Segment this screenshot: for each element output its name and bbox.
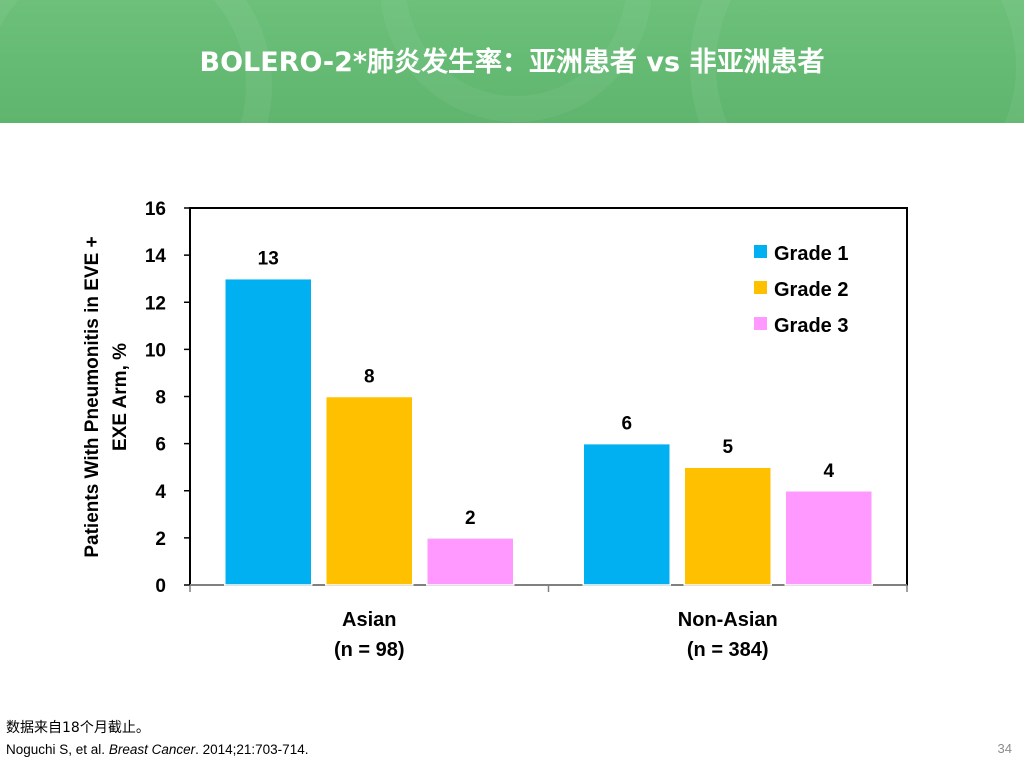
bar-value-label: 5 bbox=[722, 437, 733, 458]
legend-label: Grade 1 bbox=[774, 243, 848, 265]
data-cutoff-footnote: 数据来自18个月截止。 bbox=[6, 720, 150, 736]
legend-swatch bbox=[754, 281, 767, 294]
y-tick-label: 4 bbox=[155, 482, 166, 503]
bar-grade-3 bbox=[426, 537, 515, 586]
bar-value-label: 4 bbox=[823, 461, 834, 482]
bar-grade-1 bbox=[582, 442, 671, 586]
citation: Noguchi S, et al. Breast Cancer. 2014;21… bbox=[6, 742, 308, 757]
bar-value-label: 2 bbox=[465, 508, 476, 529]
bar-grade-3 bbox=[784, 490, 873, 586]
legend-label: Grade 2 bbox=[774, 279, 848, 301]
y-tick-label: 16 bbox=[145, 199, 166, 220]
x-category-sublabel: (n = 384) bbox=[687, 639, 769, 661]
legend-swatch bbox=[754, 245, 767, 258]
x-category-label: Non-Asian bbox=[678, 609, 778, 631]
bar-value-label: 6 bbox=[621, 414, 632, 435]
legend-swatch bbox=[754, 317, 767, 330]
y-tick-label: 12 bbox=[145, 293, 166, 314]
bar-value-label: 8 bbox=[364, 367, 375, 388]
slide-header: BOLERO-2*肺炎发生率：亚洲患者 vs 非亚洲患者 bbox=[0, 0, 1024, 123]
y-tick-label: 10 bbox=[145, 340, 166, 361]
y-tick-label: 8 bbox=[155, 388, 166, 409]
x-category-label: Asian bbox=[342, 609, 396, 631]
y-axis-title-line: Patients With Pneumonitis in EVE + bbox=[82, 236, 103, 557]
y-tick-label: 6 bbox=[155, 435, 166, 456]
slide-title: BOLERO-2*肺炎发生率：亚洲患者 vs 非亚洲患者 bbox=[199, 47, 825, 78]
bar-grade-2 bbox=[683, 466, 772, 586]
y-axis-title-line: EXE Arm, % bbox=[110, 343, 131, 451]
bar-value-label: 13 bbox=[258, 249, 279, 270]
y-tick-label: 2 bbox=[155, 529, 166, 550]
x-category-sublabel: (n = 98) bbox=[334, 639, 405, 661]
citation-authors: Noguchi S, et al. bbox=[6, 742, 109, 757]
bar-grade-2 bbox=[325, 395, 414, 586]
y-tick-label: 0 bbox=[155, 576, 166, 597]
bar-grade-1 bbox=[224, 277, 313, 586]
citation-journal: Breast Cancer bbox=[108, 742, 196, 757]
y-tick-label: 14 bbox=[145, 246, 167, 267]
legend-label: Grade 3 bbox=[774, 315, 848, 337]
citation-details: . 2014;21:703-714. bbox=[195, 742, 309, 757]
y-axis-title: Patients With Pneumonitis in EVE + EXE Ar… bbox=[82, 236, 131, 557]
page-number: 34 bbox=[997, 741, 1012, 756]
